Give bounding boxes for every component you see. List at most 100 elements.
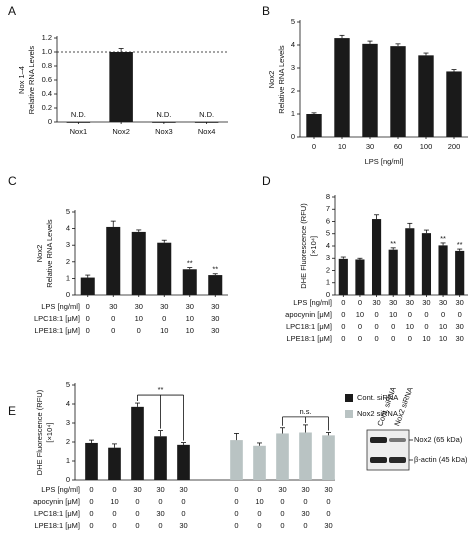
condition-value: 0 xyxy=(280,509,284,518)
condition-value: 0 xyxy=(234,497,238,506)
condition-value: 0 xyxy=(326,497,330,506)
y-tick-label: 0.2 xyxy=(42,103,52,112)
bar xyxy=(253,445,266,480)
condition-value: 30 xyxy=(456,322,464,331)
bar xyxy=(276,433,289,480)
y-tick-label: 0 xyxy=(291,132,295,141)
condition-value: 10 xyxy=(422,334,430,343)
bar xyxy=(421,233,432,295)
condition-value: 0 xyxy=(458,310,462,319)
condition-name: LPC18:1 [μM] xyxy=(34,509,80,518)
bar xyxy=(299,432,312,480)
y-tick-label: 0 xyxy=(66,475,70,484)
blot-band xyxy=(389,457,406,463)
condition-value: 30 xyxy=(372,298,380,307)
significance: ** xyxy=(212,265,218,274)
condition-value: 0 xyxy=(234,521,238,530)
bar xyxy=(106,226,121,295)
condition-value: 30 xyxy=(156,485,164,494)
y-tick-label: 0.8 xyxy=(42,61,52,70)
x-tick-label: 30 xyxy=(366,142,374,151)
condition-value: 0 xyxy=(111,314,115,323)
x-tick-label: 200 xyxy=(448,142,461,151)
condition-value: 30 xyxy=(135,302,143,311)
bar xyxy=(208,275,223,295)
annotation: N.D. xyxy=(199,110,214,119)
y-tick-label: 3 xyxy=(66,240,70,249)
condition-value: 10 xyxy=(406,322,414,331)
y-tick-label: 2 xyxy=(66,257,70,266)
condition-name: LPE18:1 [μM] xyxy=(34,326,80,335)
condition-name: LPE18:1 [μM] xyxy=(286,334,332,343)
condition-value: 0 xyxy=(358,322,362,331)
condition-value: 0 xyxy=(341,334,345,343)
condition-value: 10 xyxy=(439,334,447,343)
bar xyxy=(177,444,190,480)
bar xyxy=(405,228,415,295)
y-tick-label: 2 xyxy=(291,86,295,95)
bar xyxy=(157,242,172,295)
x-tick-label: 10 xyxy=(338,142,346,151)
annotation: N.D. xyxy=(71,110,86,119)
bar xyxy=(131,231,146,295)
condition-value: 0 xyxy=(303,521,307,530)
condition-value: 0 xyxy=(86,314,90,323)
panel-label: C xyxy=(8,174,17,188)
annotation: N.D. xyxy=(156,110,171,119)
y-tick-label: 4 xyxy=(66,224,70,233)
bar xyxy=(334,38,350,137)
condition-value: 30 xyxy=(133,485,141,494)
y-tick-label: 0 xyxy=(48,117,52,126)
x-tick-label: 0 xyxy=(312,142,316,151)
y-axis-label: [×10⁴] xyxy=(309,236,318,256)
x-tick-label: Nox1 xyxy=(70,127,88,136)
bar xyxy=(230,440,243,480)
y-axis-label: [×10⁴] xyxy=(45,422,54,442)
condition-value: 30 xyxy=(301,509,309,518)
condition-value: 30 xyxy=(301,485,309,494)
condition-value: 0 xyxy=(86,302,90,311)
condition-value: 0 xyxy=(374,310,378,319)
y-axis-label: Nox2 xyxy=(35,245,44,263)
x-tick-label: Nox4 xyxy=(198,127,216,136)
condition-value: 30 xyxy=(186,302,194,311)
condition-value: 0 xyxy=(341,298,345,307)
panel-label: D xyxy=(262,174,271,188)
x-tick-label: 100 xyxy=(420,142,433,151)
condition-value: 0 xyxy=(89,509,93,518)
significance: ** xyxy=(457,240,463,249)
y-tick-label: 1 xyxy=(66,456,70,465)
legend-swatch xyxy=(345,394,353,402)
bar xyxy=(418,55,434,137)
y-tick-label: 0 xyxy=(326,290,330,299)
y-tick-label: 3 xyxy=(66,418,70,427)
y-tick-label: 1 xyxy=(66,273,70,282)
y-tick-label: 7 xyxy=(326,204,330,213)
bar xyxy=(322,435,335,480)
condition-value: 30 xyxy=(160,302,168,311)
condition-value: 10 xyxy=(110,497,118,506)
condition-value: 30 xyxy=(179,485,187,494)
legend-label: Cont. siRNA xyxy=(357,393,398,402)
y-axis-label: Relative RNA Levels xyxy=(277,45,286,114)
blot-band xyxy=(370,457,387,463)
band-label: β-actin (45 kDa) xyxy=(414,455,468,464)
condition-value: 0 xyxy=(358,334,362,343)
y-axis-label: Nox2 xyxy=(267,71,276,89)
y-axis-label: DHE Fluorescence (RFU) xyxy=(35,389,44,475)
bar xyxy=(131,406,144,480)
condition-name: apocynin [μM] xyxy=(33,497,80,506)
condition-value: 0 xyxy=(257,485,261,494)
x-axis-label: LPS [ng/ml] xyxy=(365,157,404,166)
condition-value: 0 xyxy=(303,497,307,506)
condition-value: 0 xyxy=(341,322,345,331)
condition-value: 0 xyxy=(112,509,116,518)
significance: ** xyxy=(440,234,446,243)
condition-value: 0 xyxy=(257,509,261,518)
condition-value: 0 xyxy=(135,521,139,530)
bar xyxy=(154,436,167,480)
y-tick-label: 5 xyxy=(66,380,70,389)
condition-value: 0 xyxy=(86,326,90,335)
blot-band xyxy=(370,437,387,443)
y-tick-label: 2 xyxy=(326,265,330,274)
